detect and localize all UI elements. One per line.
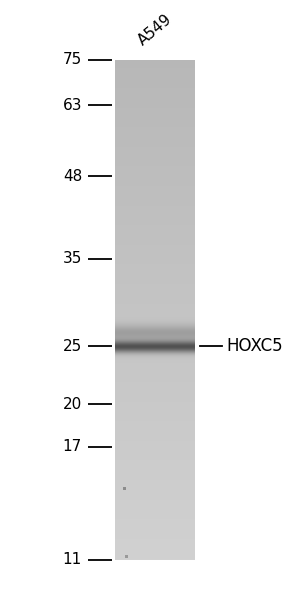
Text: 75: 75: [63, 52, 82, 67]
Text: 20: 20: [63, 397, 82, 412]
Text: 17: 17: [63, 439, 82, 454]
Text: HOXC5: HOXC5: [226, 337, 283, 355]
Text: A549: A549: [135, 11, 175, 48]
Text: 11: 11: [63, 552, 82, 567]
Text: 35: 35: [63, 251, 82, 266]
Text: 25: 25: [63, 339, 82, 353]
Text: 63: 63: [62, 98, 82, 113]
Text: 48: 48: [63, 169, 82, 184]
